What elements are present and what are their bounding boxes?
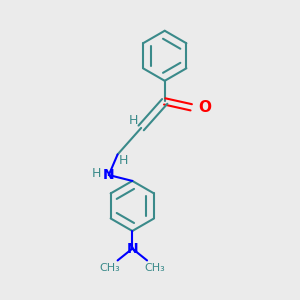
Text: O: O (199, 100, 212, 115)
Text: CH₃: CH₃ (144, 263, 165, 273)
Text: H: H (92, 167, 101, 180)
Text: N: N (103, 168, 115, 182)
Text: N: N (127, 242, 138, 256)
Text: H: H (129, 114, 139, 127)
Text: CH₃: CH₃ (100, 263, 121, 273)
Text: H: H (119, 154, 128, 167)
